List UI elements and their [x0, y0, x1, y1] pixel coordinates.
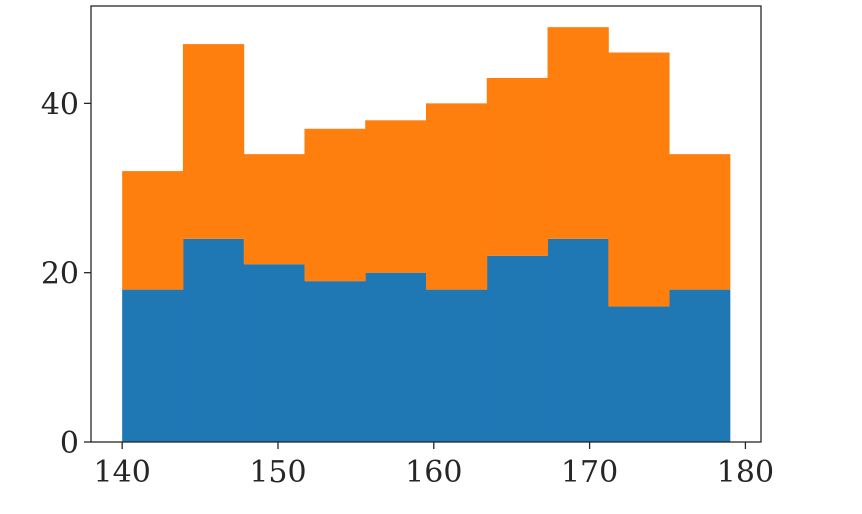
y-tick-label: 40: [41, 87, 79, 122]
plot-frame: [90, 5, 762, 443]
x-tick-label: 170: [561, 455, 618, 490]
x-tick-label: 150: [249, 455, 306, 490]
bar-series2-bin9: [608, 52, 670, 307]
bar-series2-bin1: [122, 171, 184, 290]
bar-series2-bin2: [182, 44, 245, 239]
x-axis: 140 150 160 170 180: [94, 442, 774, 490]
bar-series1-bin10: [669, 289, 731, 442]
bar-series2-bin5: [365, 120, 427, 273]
bar-series1-bin4: [304, 281, 366, 442]
x-tick-label: 160: [405, 455, 462, 490]
y-tick-label: 20: [41, 257, 79, 292]
bar-series1-bin8: [547, 238, 609, 442]
y-axis: 0 20 40: [41, 87, 91, 461]
bar-series1-bin3: [243, 264, 305, 442]
bar-series2-bin7: [486, 77, 549, 256]
x-tick-label: 140: [94, 455, 151, 490]
bar-series2-bin3: [243, 154, 305, 265]
series-2: [122, 27, 731, 307]
series-1: [122, 238, 731, 442]
bar-series2-bin8: [547, 27, 609, 239]
bars-layer: [122, 27, 731, 442]
bar-series2-bin6: [426, 103, 488, 290]
bar-series1-bin9: [608, 306, 670, 442]
bar-series1-bin5: [365, 272, 427, 442]
bar-series1-bin6: [426, 289, 488, 442]
bar-series1-bin7: [486, 255, 549, 442]
y-tick-label: 0: [60, 426, 79, 461]
bar-series2-bin10: [669, 154, 731, 290]
bar-series2-bin4: [304, 128, 366, 282]
x-tick-label: 180: [717, 455, 774, 490]
bar-series1-bin1: [122, 289, 184, 442]
bar-series1-bin2: [182, 238, 245, 442]
